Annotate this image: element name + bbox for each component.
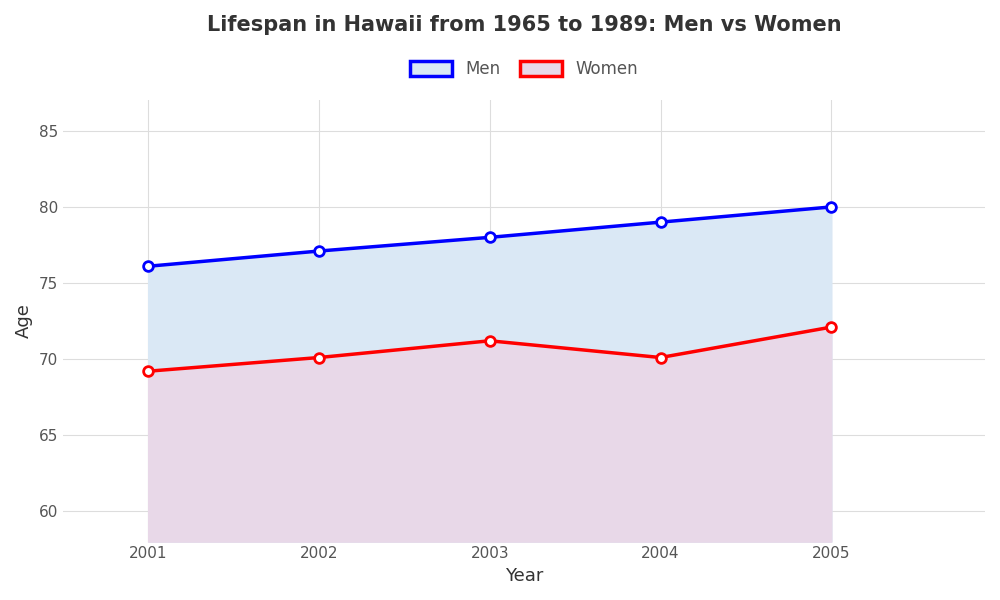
Legend: Men, Women: Men, Women (402, 52, 646, 86)
X-axis label: Year: Year (505, 567, 543, 585)
Y-axis label: Age: Age (15, 304, 33, 338)
Title: Lifespan in Hawaii from 1965 to 1989: Men vs Women: Lifespan in Hawaii from 1965 to 1989: Me… (207, 15, 841, 35)
